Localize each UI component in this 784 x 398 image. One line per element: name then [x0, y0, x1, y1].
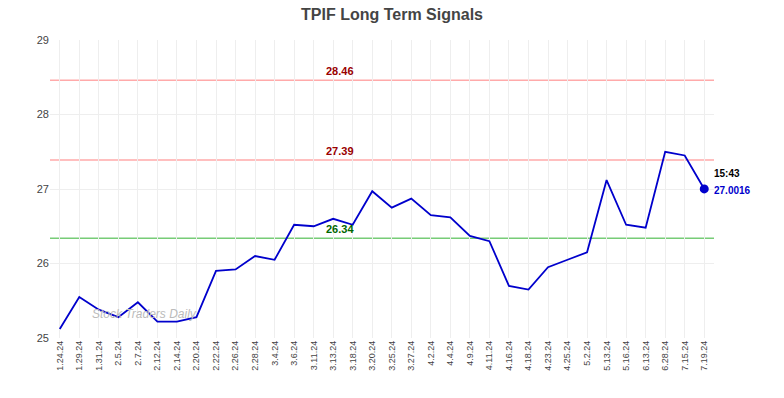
svg-text:5.16.24: 5.16.24	[621, 341, 631, 371]
svg-text:5.2.24: 5.2.24	[582, 341, 592, 366]
svg-text:27.39: 27.39	[326, 145, 354, 157]
svg-text:27: 27	[37, 183, 49, 195]
svg-text:3.25.24: 3.25.24	[387, 341, 397, 371]
svg-text:4.11.24: 4.11.24	[484, 341, 494, 370]
svg-text:1.31.24: 1.31.24	[94, 341, 104, 371]
svg-text:26.34: 26.34	[326, 223, 354, 235]
svg-text:26: 26	[37, 257, 49, 269]
svg-text:4.25.24: 4.25.24	[562, 341, 572, 371]
svg-text:2.14.24: 2.14.24	[172, 341, 182, 371]
svg-text:25: 25	[37, 332, 49, 344]
svg-text:5.13.24: 5.13.24	[602, 341, 612, 371]
svg-text:3.20.24: 3.20.24	[367, 341, 377, 371]
svg-text:4.16.24: 4.16.24	[504, 341, 514, 371]
svg-text:27.0016: 27.0016	[714, 185, 751, 196]
svg-text:Stock Traders Daily: Stock Traders Daily	[92, 307, 197, 321]
svg-text:7.19.24: 7.19.24	[699, 341, 709, 371]
svg-text:3.6.24: 3.6.24	[289, 341, 299, 366]
svg-text:TPIF Long Term Signals: TPIF Long Term Signals	[301, 6, 483, 23]
svg-text:4.9.24: 4.9.24	[465, 341, 475, 366]
svg-text:4.18.24: 4.18.24	[523, 341, 533, 371]
svg-text:3.13.24: 3.13.24	[328, 341, 338, 371]
svg-text:2.22.24: 2.22.24	[211, 341, 221, 371]
svg-text:28.46: 28.46	[326, 65, 354, 77]
svg-text:2.5.24: 2.5.24	[113, 341, 123, 366]
svg-text:15:43: 15:43	[714, 168, 740, 179]
svg-text:3.11.24: 3.11.24	[309, 341, 319, 370]
svg-text:2.26.24: 2.26.24	[230, 341, 240, 371]
svg-text:4.23.24: 4.23.24	[543, 341, 553, 371]
svg-text:3.27.24: 3.27.24	[406, 341, 416, 371]
svg-text:6.28.24: 6.28.24	[660, 341, 670, 371]
svg-text:7.15.24: 7.15.24	[680, 341, 690, 371]
svg-text:4.2.24: 4.2.24	[426, 341, 436, 366]
svg-text:1.24.24: 1.24.24	[55, 341, 65, 371]
svg-text:6.13.24: 6.13.24	[641, 341, 651, 371]
svg-text:4.4.24: 4.4.24	[445, 341, 455, 366]
svg-text:2.28.24: 2.28.24	[250, 341, 260, 371]
svg-text:3.4.24: 3.4.24	[270, 341, 280, 366]
svg-text:29: 29	[37, 34, 49, 46]
svg-text:2.20.24: 2.20.24	[191, 341, 201, 371]
svg-text:2.12.24: 2.12.24	[152, 341, 162, 371]
svg-text:1.29.24: 1.29.24	[74, 341, 84, 371]
svg-text:28: 28	[37, 108, 49, 120]
svg-text:3.18.24: 3.18.24	[348, 341, 358, 371]
svg-text:2.7.24: 2.7.24	[133, 341, 143, 366]
